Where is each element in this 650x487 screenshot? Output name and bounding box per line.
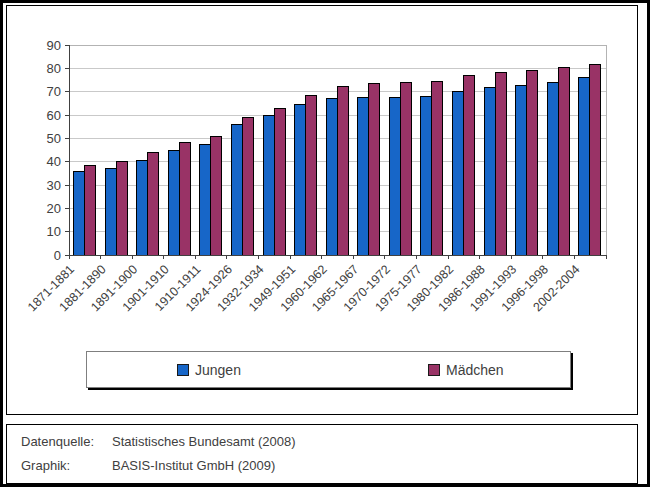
- bar-maedchen-1980-1982: [464, 76, 475, 255]
- legend-item-maedchen: Mädchen: [428, 352, 504, 387]
- bar-jungen-1980-1982: [453, 91, 464, 255]
- bar-jungen-1881-1890: [105, 168, 116, 255]
- bar-jungen-1975-1977: [421, 96, 432, 255]
- y-tick-label-40: 40: [47, 154, 61, 169]
- source-panel: Datenquelle: Statistisches Bundesamt (20…: [6, 424, 638, 484]
- graphik-label: Graphik:: [21, 458, 70, 473]
- bar-maedchen-1991-1993: [527, 71, 538, 255]
- y-tick-label-50: 50: [47, 131, 61, 146]
- datasource-value: Statistisches Bundesamt (2008): [112, 434, 296, 449]
- bar-jungen-1949-1951: [295, 104, 306, 255]
- bar-maedchen-1970-1972: [400, 83, 411, 255]
- bar-maedchen-1910-1911: [211, 137, 222, 255]
- legend-swatch-maedchen-icon: [428, 364, 440, 376]
- y-tick-label-80: 80: [47, 61, 61, 76]
- bar-chart: 01020304050607080901871-18811881-1890189…: [7, 6, 637, 346]
- bar-jungen-1996-1998: [547, 82, 558, 255]
- datasource-row: Datenquelle: Statistisches Bundesamt (20…: [7, 434, 637, 452]
- bar-maedchen-1996-1998: [558, 68, 569, 255]
- bar-jungen-1891-1900: [137, 160, 148, 255]
- bar-maedchen-1901-1910: [179, 142, 190, 255]
- datasource-label: Datenquelle:: [21, 434, 94, 449]
- legend-label-jungen: Jungen: [195, 362, 241, 378]
- bar-jungen-1901-1910: [168, 150, 179, 255]
- bar-jungen-1960-1962: [326, 99, 337, 255]
- y-tick-label-90: 90: [47, 38, 61, 53]
- legend-label-maedchen: Mädchen: [446, 362, 504, 378]
- y-tick-label-70: 70: [47, 84, 61, 99]
- bar-jungen-1871-1881: [74, 172, 85, 255]
- y-tick-label-60: 60: [47, 108, 61, 123]
- bar-jungen-1986-1988: [484, 87, 495, 255]
- y-tick-label-30: 30: [47, 178, 61, 193]
- bar-maedchen-2002-2004: [590, 65, 601, 255]
- screenshot-root: 01020304050607080901871-18811881-1890189…: [0, 0, 650, 487]
- bar-jungen-1932-1934: [263, 115, 274, 255]
- bar-jungen-2002-2004: [579, 78, 590, 255]
- chart-panel: 01020304050607080901871-18811881-1890189…: [6, 5, 638, 415]
- bar-jungen-1991-1993: [516, 86, 527, 255]
- bar-maedchen-1965-1967: [369, 83, 380, 255]
- bar-maedchen-1949-1951: [306, 95, 317, 255]
- bar-maedchen-1924-1926: [242, 118, 253, 255]
- y-tick-label-10: 10: [47, 224, 61, 239]
- bar-maedchen-1960-1962: [337, 86, 348, 255]
- graphik-row: Graphik: BASIS-Institut GmbH (2009): [7, 458, 637, 476]
- bar-maedchen-1986-1988: [495, 72, 506, 255]
- bar-maedchen-1891-1900: [148, 152, 159, 255]
- y-tick-label-20: 20: [47, 201, 61, 216]
- legend-item-jungen: Jungen: [177, 352, 241, 387]
- legend-swatch-jungen-icon: [177, 364, 189, 376]
- bar-jungen-1924-1926: [231, 124, 242, 255]
- bar-maedchen-1932-1934: [274, 108, 285, 255]
- legend: Jungen Mädchen: [86, 351, 571, 388]
- bar-jungen-1970-1972: [389, 98, 400, 255]
- bar-jungen-1965-1967: [358, 97, 369, 255]
- bar-maedchen-1881-1890: [116, 161, 127, 255]
- y-tick-label-0: 0: [54, 248, 61, 263]
- bar-maedchen-1871-1881: [85, 165, 96, 255]
- graphik-value: BASIS-Institut GmbH (2009): [112, 458, 275, 473]
- bar-jungen-1910-1911: [200, 144, 211, 255]
- bar-maedchen-1975-1977: [432, 81, 443, 255]
